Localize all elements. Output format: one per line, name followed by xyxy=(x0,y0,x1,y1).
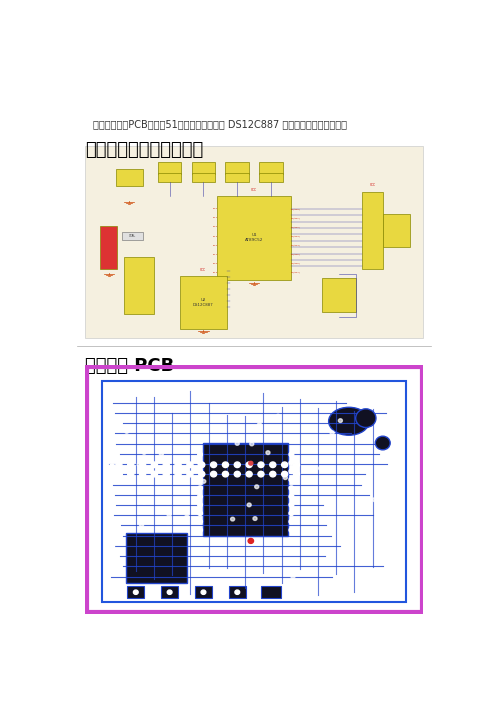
Text: 一、用电脑设计出原理图: 一、用电脑设计出原理图 xyxy=(85,141,203,159)
Bar xyxy=(85,147,424,338)
Text: 二、画好 PCB: 二、画好 PCB xyxy=(85,357,174,375)
Text: 用热转印法做PCB板（以51单片机和时钟芯片 DS12C887 做的时钟为例，附代码）: 用热转印法做PCB板（以51单片机和时钟芯片 DS12C887 做的时钟为例，附… xyxy=(93,119,347,129)
